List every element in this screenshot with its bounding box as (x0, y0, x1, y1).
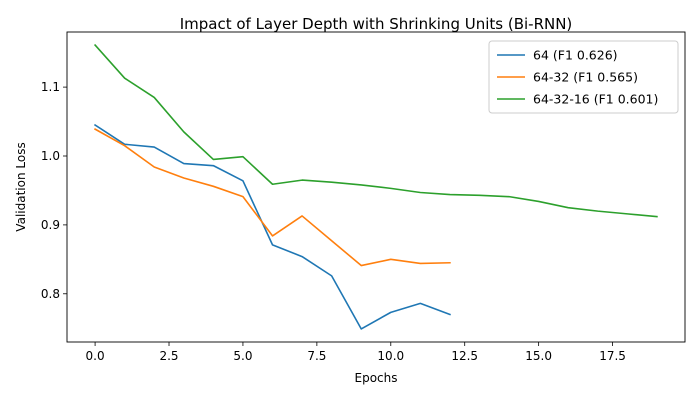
x-tick-label: 5.0 (233, 349, 252, 363)
y-axis-label: Validation Loss (14, 142, 28, 231)
series-line-1 (94, 128, 451, 267)
y-tick-label: 1.1 (41, 80, 60, 94)
y-tick-label: 0.8 (41, 287, 60, 301)
x-axis: 0.0 2.5 5.0 7.5 10.0 12.5 15.0 17.5 (86, 342, 626, 363)
legend-box (488, 40, 679, 114)
x-tick-label: 12.5 (451, 349, 478, 363)
x-tick-label: 7.5 (307, 349, 326, 363)
legend-label: 64 (F1 0.626) (533, 48, 618, 63)
y-tick-label: 1.0 (41, 149, 60, 163)
legend-label: 64-32 (F1 0.565) (533, 70, 638, 85)
legend-label: 64-32-16 (F1 0.601) (533, 92, 658, 107)
x-tick-label: 2.5 (159, 349, 178, 363)
x-tick-label: 15.0 (525, 349, 552, 363)
x-tick-label: 10.0 (377, 349, 404, 363)
legend: 64 (F1 0.626) 64-32 (F1 0.565) 64-32-16 (F… (488, 40, 679, 114)
series-line-2 (93, 43, 658, 218)
x-tick-label: 17.5 (599, 349, 626, 363)
x-tick-label: 0.0 (86, 349, 105, 363)
series-line-0 (93, 123, 451, 330)
plot-area (93, 43, 658, 330)
y-tick-label: 0.9 (41, 218, 60, 232)
chart-title: Impact of Layer Depth with Shrinking Uni… (180, 15, 573, 33)
x-axis-label: Epochs (355, 371, 398, 385)
y-axis: 0.8 0.9 1.0 1.1 (41, 80, 67, 301)
axes-frame (66, 31, 686, 343)
